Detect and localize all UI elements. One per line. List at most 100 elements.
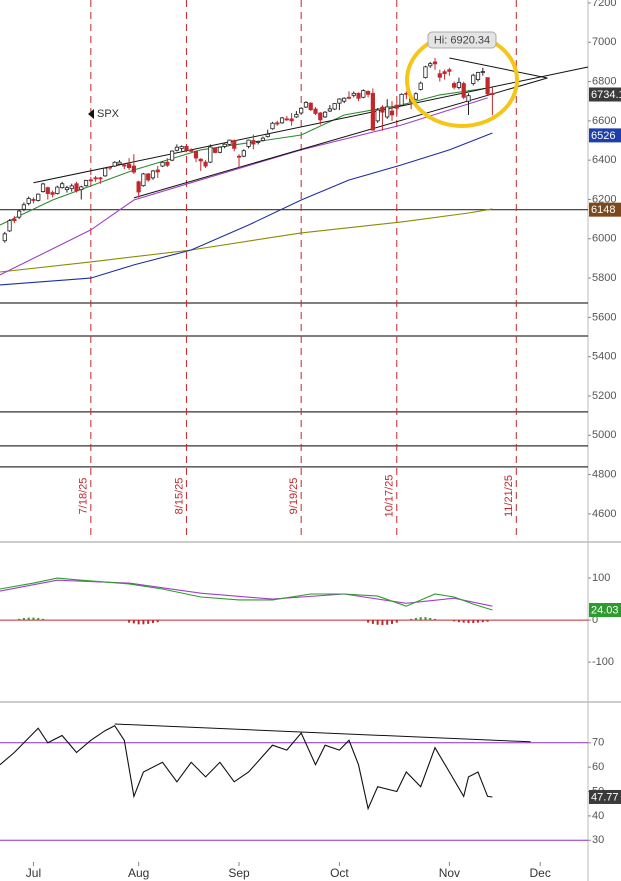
candle-body — [284, 118, 289, 121]
hi-annotation: Hi: 6920.34 — [434, 34, 490, 46]
candle-body — [299, 107, 304, 114]
candle-body — [466, 95, 471, 102]
moving-average — [0, 208, 493, 273]
candle-body — [17, 210, 22, 218]
candle-body — [241, 150, 246, 157]
histogram-bar — [381, 620, 384, 626]
candle-body — [289, 118, 294, 122]
candle-body — [136, 181, 141, 193]
candle-body — [169, 150, 175, 161]
candle-body — [79, 186, 84, 191]
x-tick-label: Jul — [26, 866, 41, 880]
candle-body — [318, 112, 323, 121]
candle-body — [12, 218, 17, 222]
candle-body — [275, 122, 280, 125]
candle-body — [232, 140, 237, 149]
histogram-bar — [18, 618, 21, 621]
candle-body — [337, 98, 342, 104]
candle-body — [303, 101, 309, 108]
histogram-bar — [151, 620, 154, 624]
candle-body — [260, 137, 266, 141]
y-tick-label: 5200 — [592, 390, 616, 402]
candle-body — [217, 146, 223, 153]
candle-body — [456, 81, 462, 88]
histogram-bar — [32, 617, 35, 621]
candle-body — [413, 93, 419, 100]
candle-body — [31, 199, 36, 201]
candle-body — [64, 187, 70, 191]
histogram-bar — [22, 618, 25, 621]
candle-body — [361, 90, 366, 98]
histogram-bar — [453, 620, 456, 622]
candle-body — [394, 104, 399, 109]
histogram-bar — [414, 618, 417, 621]
last-value-box — [589, 87, 621, 102]
candle-body — [103, 167, 108, 177]
last-value-label: 6526 — [591, 130, 615, 142]
candle-body — [69, 185, 74, 190]
candle-body — [265, 133, 270, 137]
last-value-label: 6734.11 — [591, 89, 621, 101]
candle-body — [93, 177, 98, 180]
indicator-line — [0, 724, 493, 811]
x-tick-label: Oct — [330, 866, 349, 880]
x-tick-label: Sep — [228, 866, 250, 880]
y-tick-label: 0 — [592, 614, 598, 626]
candle-body — [155, 169, 160, 173]
y-tick-label: 5400 — [592, 351, 616, 363]
candle-body — [428, 63, 433, 67]
candle-body — [174, 146, 179, 151]
candle-body — [322, 111, 328, 118]
histogram-bar — [367, 620, 370, 623]
histogram-bar — [486, 620, 489, 622]
candle-body — [141, 173, 146, 187]
y-tick-label: 4800 — [592, 468, 616, 480]
candle-body — [98, 177, 103, 180]
candle-body — [150, 170, 156, 179]
trendline — [33, 66, 589, 184]
histogram-bar — [376, 620, 379, 625]
histogram-bar — [42, 618, 45, 621]
candle-body — [365, 90, 371, 95]
candle-body — [21, 204, 27, 210]
y-tick-label: 6200 — [592, 193, 616, 205]
histogram-bar — [467, 620, 470, 624]
event-label: 8/15/25 — [173, 478, 185, 515]
y-tick-label: 5600 — [592, 311, 616, 323]
histogram-bar — [424, 617, 427, 621]
last-value-label: 24.03 — [591, 604, 619, 616]
candle-body — [50, 192, 55, 195]
y-tick-label: 6000 — [592, 233, 616, 245]
candle-body — [294, 114, 299, 118]
candle-body — [256, 141, 261, 143]
candle-body — [475, 72, 481, 80]
histogram-bar — [156, 620, 159, 623]
candle-body — [432, 61, 438, 65]
y-tick-label: 7000 — [592, 36, 616, 48]
candle-body — [423, 66, 428, 79]
candle-body — [122, 164, 127, 167]
candle-body — [327, 108, 332, 112]
candle-body — [342, 97, 347, 102]
indicator-line — [0, 577, 493, 611]
histogram-bar — [386, 620, 389, 625]
candle-body — [112, 161, 117, 167]
candle-body — [308, 102, 313, 111]
candle-body — [346, 96, 352, 99]
histogram-bar — [147, 620, 150, 624]
candle-body — [83, 179, 89, 187]
histogram-bar — [395, 620, 398, 623]
candle-body — [490, 92, 495, 95]
candle-body — [193, 150, 199, 159]
histogram-bar — [462, 620, 465, 623]
candle-body — [227, 139, 232, 145]
event-label: 11/21/25 — [503, 475, 515, 517]
y-tick-label: 6800 — [592, 75, 616, 87]
candle-body — [45, 187, 50, 194]
x-tick-label: Nov — [439, 866, 460, 880]
event-label: 10/17/25 — [384, 475, 396, 518]
candle-body — [126, 163, 132, 169]
